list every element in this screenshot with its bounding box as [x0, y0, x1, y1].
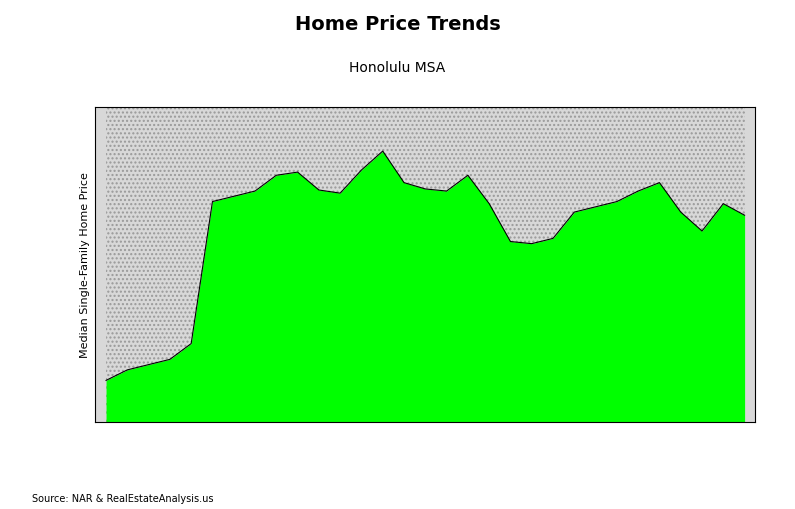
Text: Home Price Trends: Home Price Trends	[295, 15, 500, 34]
Y-axis label: Median Single-Family Home Price: Median Single-Family Home Price	[80, 172, 90, 358]
Text: Source: NAR & RealEstateAnalysis.us: Source: NAR & RealEstateAnalysis.us	[32, 494, 213, 504]
Text: Honolulu MSA: Honolulu MSA	[349, 61, 446, 75]
